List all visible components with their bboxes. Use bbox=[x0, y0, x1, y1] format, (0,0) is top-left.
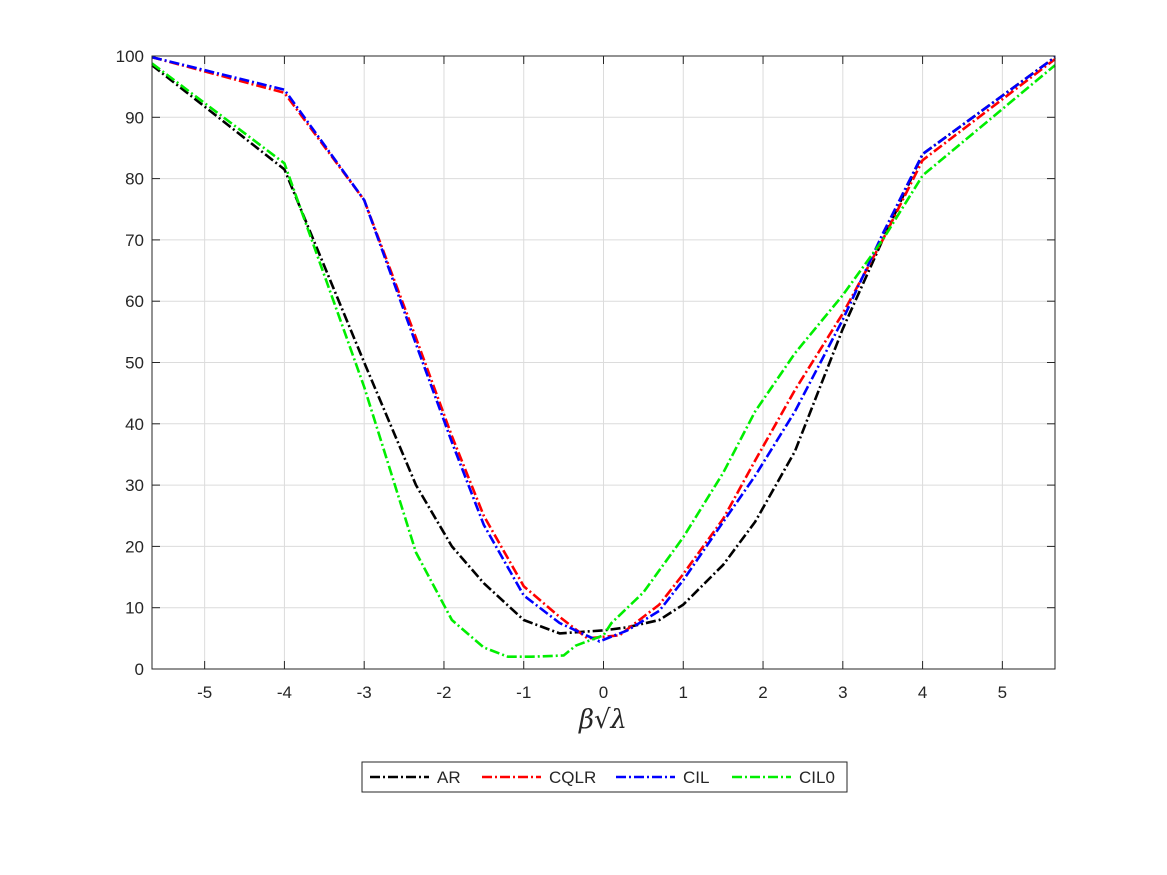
y-tick-label: 0 bbox=[135, 660, 144, 679]
series-line-cqlr bbox=[151, 55, 1056, 640]
x-tick-label: -1 bbox=[516, 683, 531, 702]
x-tick-label: -3 bbox=[357, 683, 372, 702]
y-tick-label: 70 bbox=[125, 231, 144, 250]
legend: AR CQLR CIL CIL0 bbox=[361, 761, 848, 793]
legend-label-cqlr: CQLR bbox=[549, 768, 596, 787]
x-tick-label: 2 bbox=[758, 683, 767, 702]
y-tick-label: 10 bbox=[125, 599, 144, 618]
x-tick-label: 5 bbox=[998, 683, 1007, 702]
series-lines bbox=[151, 55, 1056, 659]
y-tick-label: 40 bbox=[125, 415, 144, 434]
x-tick-label: 1 bbox=[679, 683, 688, 702]
y-tick-label: 100 bbox=[116, 47, 144, 66]
x-tick-label: -2 bbox=[436, 683, 451, 702]
x-tick-label: 3 bbox=[838, 683, 847, 702]
legend-box bbox=[361, 761, 848, 793]
y-tick-label: 90 bbox=[125, 108, 144, 127]
x-tick-label: -5 bbox=[197, 683, 212, 702]
y-tick-label: 30 bbox=[125, 476, 144, 495]
x-axis-label: β√λ bbox=[578, 705, 627, 735]
y-tick-label: 20 bbox=[125, 537, 144, 556]
legend-label-cil0: CIL0 bbox=[799, 768, 835, 787]
x-tick-label: 4 bbox=[918, 683, 927, 702]
series-line-cil bbox=[151, 55, 1056, 643]
y-tick-label: 80 bbox=[125, 170, 144, 189]
y-tick-label: 60 bbox=[125, 292, 144, 311]
y-tick-label: 50 bbox=[125, 354, 144, 373]
legend-label-ar: AR bbox=[437, 768, 461, 787]
x-tick-label: -4 bbox=[277, 683, 292, 702]
x-tick-label: 0 bbox=[599, 683, 608, 702]
series-line-ar bbox=[151, 56, 1056, 635]
series-line-cil0 bbox=[151, 62, 1056, 659]
legend-label-cil: CIL bbox=[683, 768, 709, 787]
